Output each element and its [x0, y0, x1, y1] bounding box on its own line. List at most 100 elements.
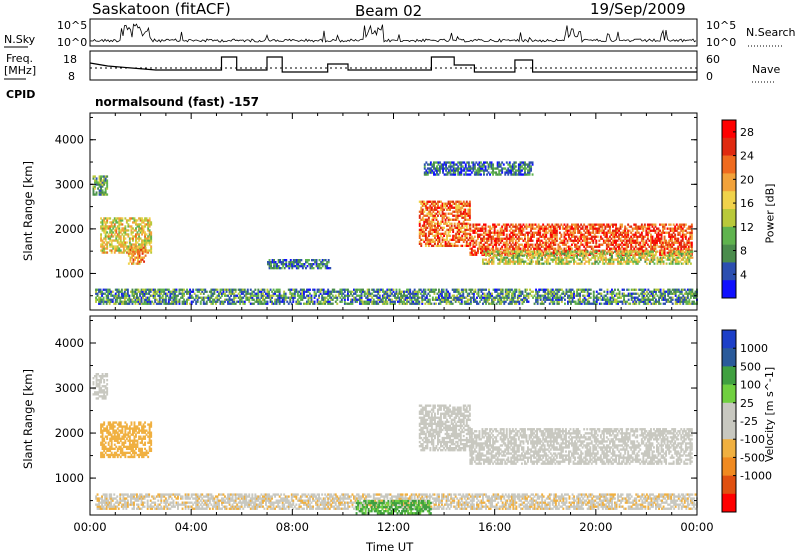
heatmap-cell	[592, 302, 595, 305]
heatmap-cell	[321, 261, 324, 264]
heatmap-cell	[584, 235, 587, 238]
heatmap-cell	[239, 288, 242, 291]
heatmap-cell	[137, 298, 140, 301]
heatmap-cell	[183, 300, 186, 303]
heatmap-cell	[392, 294, 395, 297]
heatmap-cell	[365, 300, 368, 303]
heatmap-cell	[590, 225, 593, 228]
heatmap-cell	[528, 243, 531, 246]
heatmap-cell	[542, 296, 545, 299]
heatmap-cell	[184, 302, 187, 305]
heatmap-cell	[548, 292, 551, 295]
heatmap-cell	[144, 237, 147, 240]
heatmap-cell	[546, 237, 549, 240]
heatmap-cell	[680, 229, 683, 232]
heatmap-cell	[139, 231, 142, 234]
heatmap-cell	[313, 292, 316, 295]
heatmap-cell	[136, 223, 139, 226]
heatmap-cell	[592, 294, 595, 297]
heatmap-cell	[527, 233, 529, 236]
date-label: 19/Sep/2009	[590, 0, 686, 18]
heatmap-cell	[556, 292, 559, 295]
heatmap-cell	[483, 247, 485, 250]
heatmap-cell	[145, 292, 148, 295]
heatmap-cell	[142, 292, 145, 295]
heatmap-cell	[680, 225, 683, 228]
heatmap-cell	[148, 243, 151, 246]
heatmap-cell	[149, 290, 152, 293]
heatmap-cell	[677, 227, 680, 230]
heatmap-cell	[441, 294, 443, 297]
heatmap-cell	[638, 298, 641, 301]
heatmap-cell	[465, 244, 468, 248]
heatmap-cell	[265, 302, 267, 305]
heatmap-cell	[641, 290, 644, 293]
heatmap-cell	[428, 294, 431, 297]
heatmap-cell	[465, 222, 468, 225]
heatmap-cell	[122, 245, 125, 248]
heatmap-cell	[462, 210, 465, 213]
heatmap-cell	[588, 288, 591, 291]
heatmap-cell	[673, 292, 676, 295]
heatmap-cell	[130, 229, 133, 232]
heatmap-cell	[113, 251, 116, 254]
heatmap-cell	[280, 296, 283, 299]
heatmap-cell	[580, 300, 583, 303]
heatmap-cell	[306, 302, 308, 305]
heatmap-cell	[551, 292, 554, 295]
heatmap-cell	[607, 223, 610, 226]
heatmap-cell	[498, 258, 501, 261]
heatmap-cell	[377, 298, 380, 301]
heatmap-cell	[499, 237, 502, 240]
heatmap-cell	[424, 236, 427, 240]
heatmap-cell	[174, 302, 176, 305]
heatmap-cell	[501, 225, 504, 228]
heatmap-cell	[654, 225, 657, 228]
heatmap-cell	[134, 300, 137, 303]
heatmap-cell	[426, 236, 429, 240]
heatmap-cell	[518, 302, 521, 305]
heatmap-cell	[100, 221, 103, 224]
heatmap-cell	[423, 232, 426, 236]
heatmap-cell	[427, 298, 430, 301]
heatmap-cell	[363, 292, 366, 295]
heatmap-cell	[536, 256, 539, 259]
heatmap-cell	[456, 226, 459, 230]
heatmap-cell	[547, 254, 550, 257]
heatmap-cell	[249, 302, 252, 305]
heatmap-cell	[574, 223, 577, 226]
heatmap-cell	[384, 296, 387, 299]
heatmap-cell	[233, 300, 236, 303]
heatmap-cell	[492, 300, 495, 303]
heatmap-cell	[316, 288, 319, 291]
heatmap-cell	[569, 245, 572, 248]
heatmap-cell	[544, 292, 547, 295]
heatmap-cell	[366, 292, 369, 295]
heatmap-cell	[234, 288, 237, 291]
heatmap-cell	[282, 261, 285, 264]
heatmap-cell	[634, 245, 637, 248]
heatmap-cell	[371, 292, 374, 295]
heatmap-cell	[342, 296, 345, 299]
noise-tick-high-right: 10^5	[706, 19, 737, 32]
heatmap-cell	[445, 292, 448, 295]
heatmap-cell	[161, 290, 164, 293]
heatmap-cell	[645, 239, 648, 242]
heatmap-cell	[455, 202, 458, 205]
heatmap-cell	[533, 247, 536, 250]
heatmap-cell	[666, 251, 669, 254]
heatmap-cell	[682, 300, 685, 303]
heatmap-cell	[172, 296, 175, 299]
heatmap-cell	[495, 241, 498, 244]
heatmap-cell	[504, 229, 507, 232]
heatmap-cell	[574, 239, 577, 242]
heatmap-cell	[491, 292, 494, 295]
heatmap-cell	[492, 223, 495, 226]
heatmap-cell	[652, 292, 654, 295]
heatmap-cell	[404, 296, 407, 299]
heatmap-cell	[395, 288, 398, 291]
heatmap-cell	[659, 294, 662, 297]
heatmap-cell	[532, 296, 535, 299]
heatmap-cell	[656, 288, 659, 291]
heatmap-cell	[570, 288, 572, 291]
